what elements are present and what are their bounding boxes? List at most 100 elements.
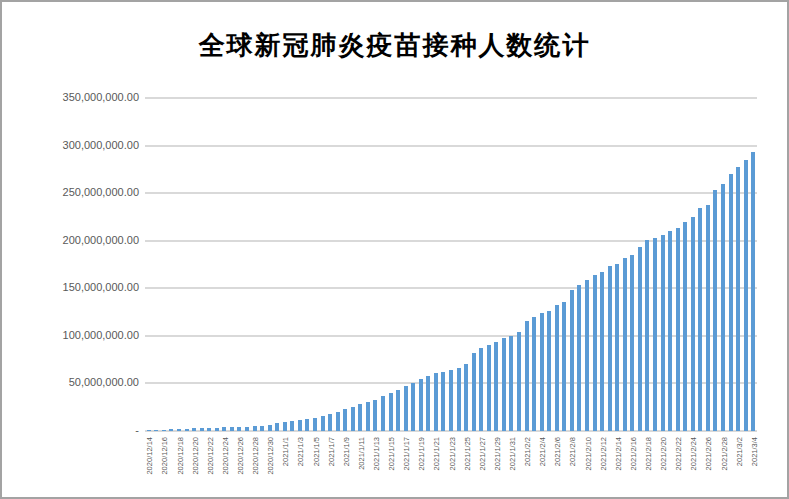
y-tick-label: 250,000,000.00 (2, 186, 139, 198)
bar (305, 419, 309, 431)
x-tick-label: 2021/1/31 (508, 437, 517, 470)
gridline (145, 97, 757, 99)
bar (562, 302, 566, 431)
bar (744, 160, 748, 431)
gridline (145, 192, 757, 194)
x-tick-label: 2021/1/25 (463, 437, 472, 470)
bar (283, 422, 287, 431)
x-tick-label: 2021/2/22 (674, 437, 683, 470)
bar (608, 266, 612, 431)
bar (268, 425, 272, 432)
gridline (145, 287, 757, 289)
bar (661, 235, 665, 431)
x-tick-label: 2020/12/20 (191, 437, 200, 475)
bar (600, 272, 604, 431)
x-tick-label: 2021/2/20 (659, 437, 668, 470)
x-tick-label: 2020/12/28 (251, 437, 260, 475)
x-tick-label: 2021/1/13 (372, 437, 381, 470)
bar (472, 353, 476, 431)
bar (645, 240, 649, 431)
bar (623, 258, 627, 431)
bar (547, 311, 551, 431)
gridline (145, 145, 757, 147)
y-tick-label: 100,000,000.00 (2, 329, 139, 341)
bar (185, 429, 189, 432)
x-tick-label: 2021/2/16 (629, 437, 638, 470)
x-tick-label: 2021/2/10 (584, 437, 593, 470)
bar (245, 427, 249, 431)
bar (358, 404, 362, 431)
bar (321, 416, 325, 431)
x-tick-label: 2021/1/9 (342, 437, 351, 466)
bar (373, 400, 377, 431)
bar (615, 264, 619, 432)
x-tick-label: 2021/3/4 (750, 437, 759, 466)
y-tick-label: 50,000,000.00 (2, 376, 139, 388)
bar (751, 152, 755, 431)
bar (366, 402, 370, 431)
bar (729, 174, 733, 431)
bar (691, 217, 695, 431)
bar (464, 364, 468, 431)
x-tick-label: 2021/2/28 (720, 437, 729, 470)
x-tick-label: 2021/2/18 (644, 437, 653, 470)
y-tick-label: 300,000,000.00 (2, 139, 139, 151)
bar (570, 290, 574, 431)
bar (449, 370, 453, 431)
x-tick-label: 2020/12/30 (266, 437, 275, 475)
bar (177, 429, 181, 431)
bar (457, 368, 461, 431)
x-tick-label: 2021/1/7 (327, 437, 336, 466)
bar (147, 430, 151, 431)
x-tick-label: 2020/12/24 (221, 437, 230, 475)
bar (577, 285, 581, 431)
bar (525, 321, 529, 431)
bar (698, 208, 702, 431)
bar (532, 317, 536, 431)
bar (706, 205, 710, 431)
x-tick-label: 2021/2/2 (523, 437, 532, 466)
x-tick-label: 2021/2/8 (568, 437, 577, 466)
x-tick-label: 2021/2/4 (538, 437, 547, 466)
chart-window: 全球新冠肺炎疫苗接种人数统计 350,000,000.00300,000,000… (0, 0, 789, 499)
bar (676, 228, 680, 431)
bar (411, 383, 415, 432)
x-tick-label: 2021/1/3 (296, 437, 305, 466)
bar (260, 426, 264, 432)
bar (404, 386, 408, 431)
y-tick-label: 150,000,000.00 (2, 281, 139, 293)
bar (253, 426, 257, 431)
bar (154, 430, 158, 431)
bar (713, 190, 717, 431)
bar (207, 428, 211, 431)
x-tick-label: 2021/1/17 (402, 437, 411, 470)
bar (328, 414, 332, 431)
bar (192, 428, 196, 431)
bar (381, 396, 385, 431)
x-tick-label: 2021/1/27 (478, 437, 487, 470)
x-tick-label: 2021/1/1 (281, 437, 290, 466)
bar (230, 427, 234, 431)
bar (509, 336, 513, 431)
x-tick-label: 2021/1/5 (312, 437, 321, 466)
bar (313, 418, 317, 431)
bar (343, 409, 347, 431)
x-tick-label: 2021/2/26 (704, 437, 713, 470)
bar (426, 376, 430, 431)
bar (721, 184, 725, 431)
x-tick-label: 2021/2/24 (689, 437, 698, 470)
x-tick-label: 2020/12/26 (236, 437, 245, 475)
gridline (145, 335, 757, 337)
bar (593, 275, 597, 431)
gridline (145, 240, 757, 242)
bar (441, 372, 445, 432)
bar (494, 342, 498, 431)
bar (169, 429, 173, 431)
x-tick-label: 2021/1/29 (493, 437, 502, 470)
bar (502, 338, 506, 431)
bar (630, 255, 634, 432)
x-tick-label: 2021/2/12 (599, 437, 608, 470)
bar (555, 305, 559, 431)
bar (351, 407, 355, 431)
x-tick-label: 2020/12/18 (176, 437, 185, 475)
